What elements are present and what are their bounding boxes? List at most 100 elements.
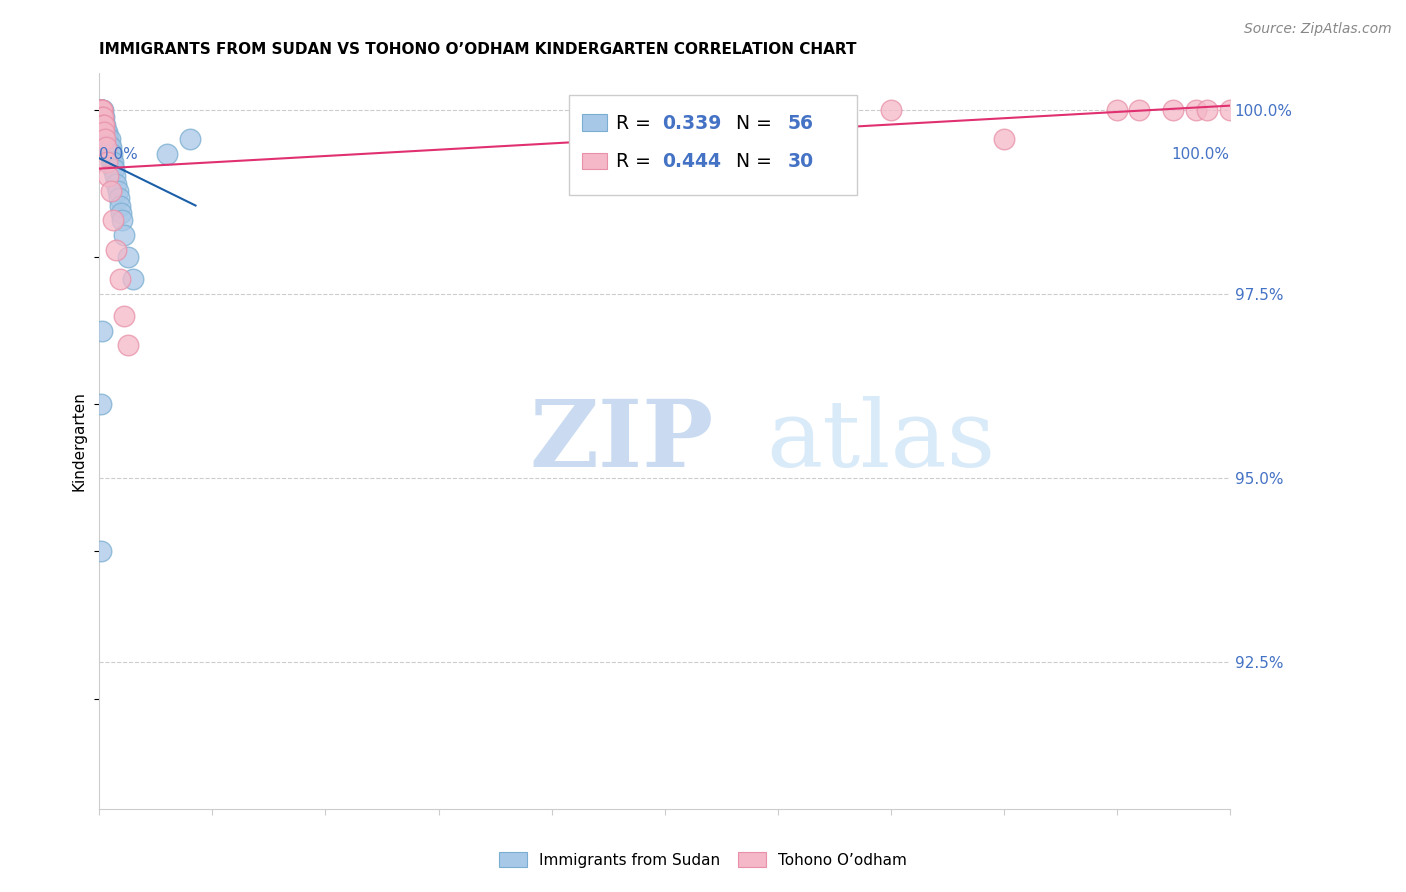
Point: [97, 140, 120, 154]
Point: [101, 154, 124, 169]
FancyBboxPatch shape: [582, 153, 607, 169]
Text: R =: R =: [616, 114, 657, 133]
Point: [100, 154, 122, 169]
Point: [710, 103, 733, 117]
Point: [91, 111, 114, 125]
Point: [90, 103, 112, 117]
Point: [91, 118, 114, 132]
Legend: Immigrants from Sudan, Tohono O’odham: Immigrants from Sudan, Tohono O’odham: [492, 844, 914, 875]
Point: [107, 191, 129, 205]
Point: [105, 177, 128, 191]
FancyBboxPatch shape: [568, 95, 856, 194]
Point: [90, 111, 112, 125]
Point: [1161, 103, 1184, 117]
Text: Source: ZipAtlas.com: Source: ZipAtlas.com: [1244, 22, 1392, 37]
Point: [117, 338, 139, 352]
Text: 100.0%: 100.0%: [1171, 147, 1230, 161]
Point: [90, 111, 112, 125]
Point: [96, 154, 118, 169]
Point: [156, 147, 179, 161]
Point: [90, 544, 112, 558]
Point: [90, 118, 112, 132]
Text: N =: N =: [724, 114, 779, 133]
Point: [94, 118, 117, 132]
Point: [179, 132, 201, 146]
Point: [90, 111, 112, 125]
Point: [90, 103, 112, 117]
Point: [91, 103, 114, 117]
Point: [94, 132, 117, 146]
Point: [90, 103, 112, 117]
Point: [101, 161, 124, 176]
Point: [90, 103, 112, 117]
Point: [117, 250, 139, 264]
Point: [107, 184, 129, 198]
Point: [93, 125, 115, 139]
Point: [94, 132, 117, 146]
Point: [96, 132, 118, 146]
Point: [105, 243, 128, 257]
Point: [93, 118, 115, 132]
Point: [122, 272, 145, 286]
Point: [112, 228, 135, 243]
Text: N =: N =: [724, 152, 779, 171]
Point: [100, 140, 122, 154]
Point: [90, 103, 112, 117]
Point: [90, 118, 112, 132]
Point: [98, 140, 121, 154]
Point: [879, 103, 901, 117]
Text: 0.0%: 0.0%: [100, 147, 138, 161]
Point: [104, 169, 127, 184]
Point: [90, 103, 112, 117]
Point: [108, 272, 131, 286]
Point: [1219, 103, 1241, 117]
Point: [96, 125, 118, 139]
Point: [97, 132, 120, 146]
Point: [96, 125, 118, 139]
Point: [103, 161, 125, 176]
Point: [111, 213, 134, 227]
FancyBboxPatch shape: [582, 114, 607, 130]
Point: [91, 111, 114, 125]
Point: [90, 103, 112, 117]
Text: ZIP: ZIP: [529, 396, 713, 486]
Point: [94, 125, 117, 139]
Point: [91, 118, 114, 132]
Text: R =: R =: [616, 152, 657, 171]
Point: [90, 103, 112, 117]
Point: [91, 125, 114, 139]
Point: [93, 132, 115, 146]
Point: [108, 199, 131, 213]
Text: 30: 30: [787, 152, 814, 171]
Point: [101, 147, 124, 161]
Text: 0.339: 0.339: [662, 114, 721, 133]
Point: [112, 309, 135, 323]
Point: [91, 111, 114, 125]
Point: [91, 132, 114, 146]
Point: [100, 147, 122, 161]
Point: [100, 184, 122, 198]
Point: [1197, 103, 1219, 117]
Point: [96, 132, 118, 146]
Point: [101, 213, 124, 227]
Point: [90, 103, 112, 117]
Point: [98, 132, 121, 146]
Point: [90, 397, 112, 411]
Text: atlas: atlas: [766, 396, 995, 486]
Text: 56: 56: [787, 114, 814, 133]
Point: [766, 103, 789, 117]
Point: [993, 132, 1015, 146]
Point: [90, 125, 112, 139]
Point: [93, 111, 115, 125]
Text: IMMIGRANTS FROM SUDAN VS TOHONO O’ODHAM KINDERGARTEN CORRELATION CHART: IMMIGRANTS FROM SUDAN VS TOHONO O’ODHAM …: [100, 42, 856, 57]
Point: [101, 154, 124, 169]
Point: [1105, 103, 1128, 117]
Point: [90, 111, 112, 125]
Point: [90, 103, 112, 117]
Point: [97, 169, 120, 184]
Point: [90, 324, 112, 338]
Point: [110, 206, 132, 220]
Y-axis label: Kindergarten: Kindergarten: [72, 392, 86, 491]
Point: [93, 125, 115, 139]
Point: [1185, 103, 1208, 117]
